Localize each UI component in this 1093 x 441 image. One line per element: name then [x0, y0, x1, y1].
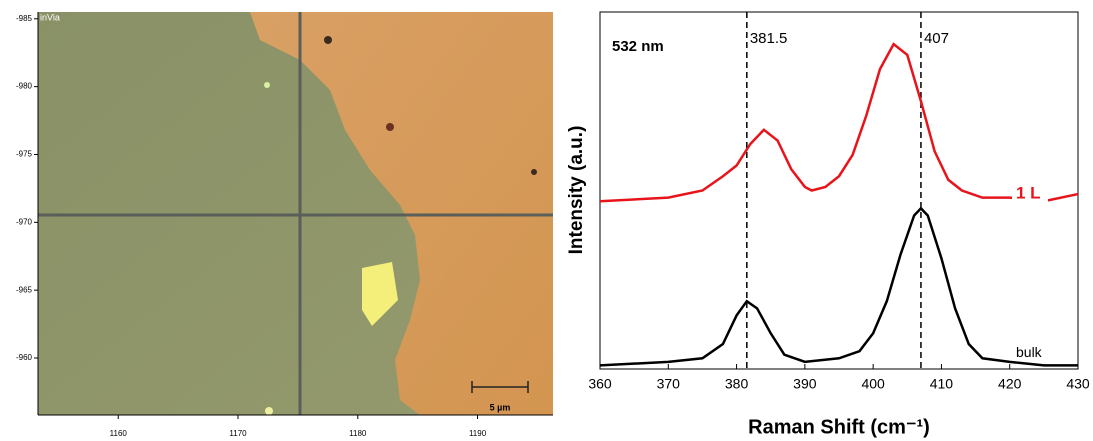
x-tick-label: 400 — [861, 376, 885, 392]
y-tick-label: -960 — [16, 353, 33, 362]
x-tick-label: 360 — [588, 376, 612, 392]
series-label: 1 L — [1016, 184, 1041, 203]
y-tick-label: -985 — [16, 14, 33, 23]
x-tick-label: 1170 — [229, 429, 247, 438]
reference-label: 407 — [924, 30, 949, 47]
label-bg — [1012, 184, 1048, 205]
particle — [362, 262, 398, 326]
substrate-region — [250, 12, 553, 415]
x-tick-label: 420 — [998, 376, 1022, 392]
x-tick-label: 430 — [1066, 376, 1090, 392]
x-tick-label: 390 — [793, 376, 817, 392]
x-tick-label: 380 — [725, 376, 749, 392]
chart-title: 532 nm — [612, 38, 664, 55]
x-tick-label: 1180 — [349, 429, 367, 438]
y-tick-label: -970 — [16, 217, 33, 226]
plot-frame — [599, 11, 1079, 370]
y-tick-label: -980 — [16, 82, 33, 91]
series-label: bulk — [1016, 344, 1043, 360]
x-tick-label: 1160 — [110, 429, 128, 438]
y-tick-label: -965 — [16, 285, 33, 294]
y-axis-title: Intensity (a.u.) — [566, 126, 587, 255]
series-line — [599, 42, 1079, 203]
y-tick-label: -975 — [16, 150, 33, 159]
x-tick-label: 1190 — [469, 429, 487, 438]
x-axis-title: Raman Shift (cm⁻¹) — [748, 416, 930, 438]
particle — [264, 82, 270, 88]
scale-label: 5 µm — [490, 402, 511, 412]
x-tick-label: 410 — [930, 376, 954, 392]
particle — [324, 36, 332, 44]
image-label: inVia — [40, 12, 60, 22]
particle — [531, 169, 537, 175]
reference-label: 381.5 — [750, 30, 788, 47]
particle — [386, 123, 394, 131]
particle — [265, 407, 273, 415]
series-line — [599, 206, 1078, 367]
micrograph: inVia 5 µm — [38, 12, 553, 415]
x-tick-label: 370 — [657, 376, 681, 392]
